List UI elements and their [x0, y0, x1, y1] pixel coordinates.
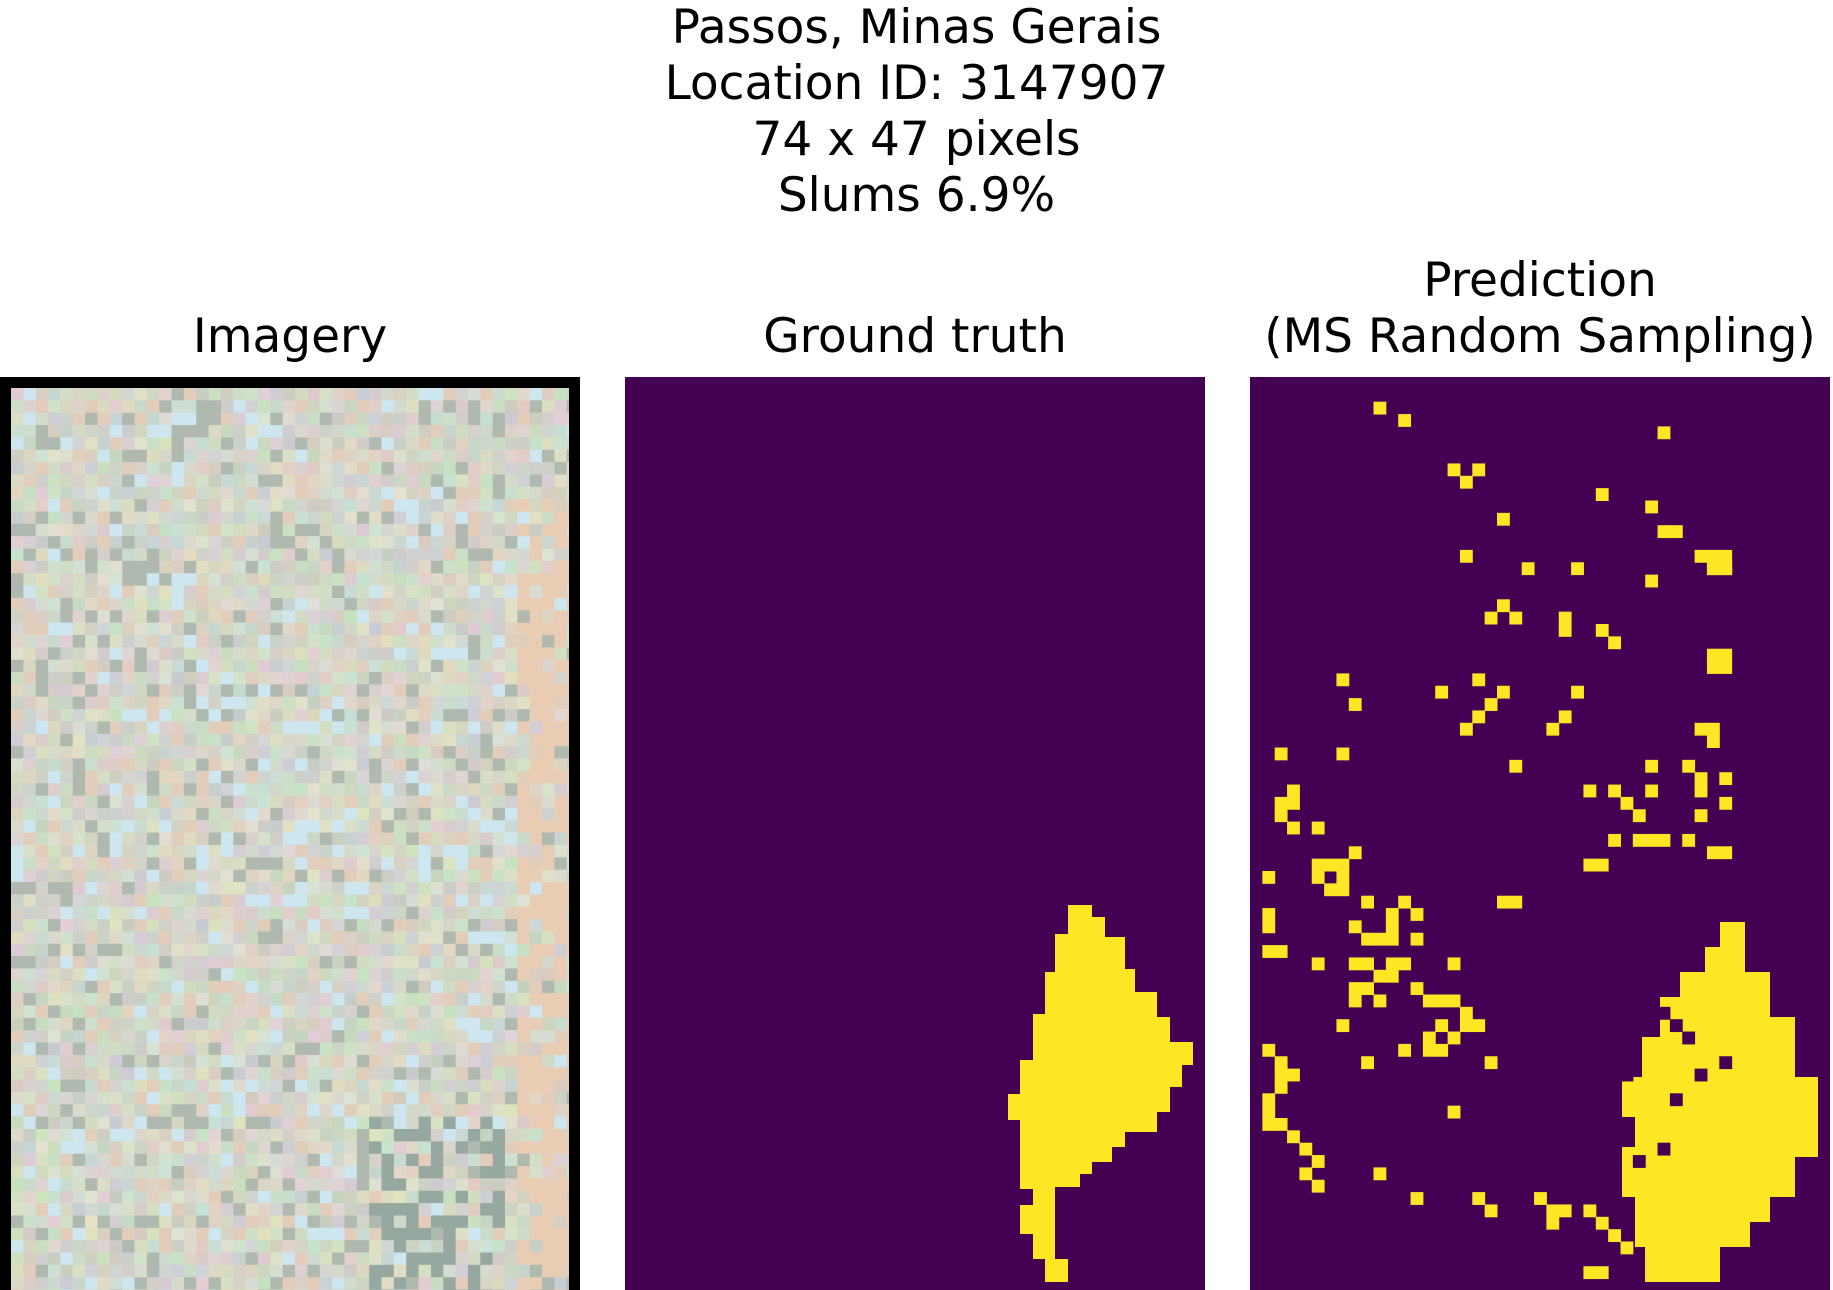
ground-truth-mask	[1008, 882, 1193, 1282]
panel-title-ground-truth: Ground truth	[763, 309, 1067, 364]
title-location-id: Location ID: 3147907	[664, 56, 1169, 111]
satellite-imagery	[11, 388, 569, 1290]
figure-title: Passos, Minas Gerais Location ID: 314790…	[0, 0, 1833, 224]
panel-title-prediction-line2: (MS Random Sampling)	[1264, 309, 1816, 364]
title-slum-share: Slums 6.9%	[777, 168, 1056, 223]
title-size: 74 x 47 pixels	[752, 112, 1081, 167]
title-location: Passos, Minas Gerais	[671, 0, 1162, 55]
panel-title-imagery: Imagery	[192, 309, 388, 364]
panel-title-prediction-line1: Prediction	[1423, 253, 1657, 308]
panel-title-prediction: Prediction (MS Random Sampling)	[1250, 253, 1830, 365]
prediction-mask	[1262, 401, 1818, 1282]
imagery-panel	[0, 377, 580, 1290]
prediction-panel	[1250, 377, 1830, 1290]
ground-truth-panel	[625, 377, 1205, 1290]
